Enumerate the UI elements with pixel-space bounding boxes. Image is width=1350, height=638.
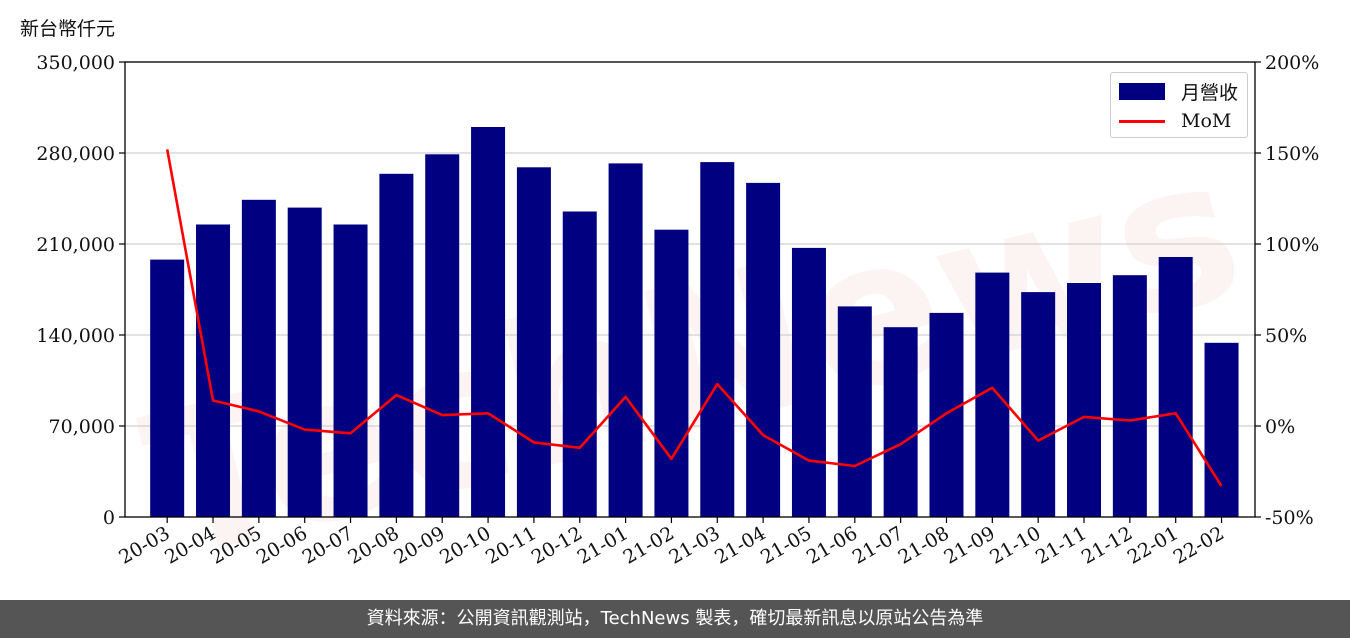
bar-21-11 <box>1067 283 1102 517</box>
bar-21-03 <box>700 162 735 517</box>
left-tick-label: 280,000 <box>36 143 115 165</box>
bar-21-02 <box>654 229 689 517</box>
legend-label-revenue: 月營收 <box>1181 81 1239 104</box>
bar-21-07 <box>883 327 918 517</box>
legend-swatch-mom <box>1119 119 1165 123</box>
bar-21-06 <box>837 306 872 517</box>
x-tick-label-22-01: 22-01 <box>1124 522 1182 568</box>
x-tick-label-20-12: 20-12 <box>528 522 586 568</box>
left-axis-unit-label: 新台幣仟元 <box>20 18 116 40</box>
legend-swatch-revenue <box>1119 82 1165 100</box>
bar-20-08 <box>379 173 414 518</box>
legend-item-revenue: 月營收 <box>1119 79 1239 104</box>
bar-21-10 <box>1021 292 1056 517</box>
x-tick-label-21-05: 21-05 <box>757 522 815 568</box>
left-tick-label: 350,000 <box>36 52 115 74</box>
bar-20-11 <box>516 167 551 518</box>
bar-20-10 <box>471 127 506 517</box>
x-tick-label-22-02: 22-02 <box>1170 522 1228 568</box>
right-tick-label: 200% <box>1265 52 1319 74</box>
bar-22-02 <box>1204 342 1239 517</box>
left-tick-label: 70,000 <box>49 416 115 438</box>
source-footer: 資料來源：公開資訊觀測站，TechNews 製表，確切最新訊息以原站公告為準 <box>0 600 1350 638</box>
legend-item-mom: MoM <box>1119 109 1231 133</box>
x-tick-label-21-08: 21-08 <box>895 522 953 568</box>
x-tick-label-21-09: 21-09 <box>940 522 998 568</box>
bar-20-12 <box>562 211 597 517</box>
right-tick-label: 100% <box>1265 234 1319 256</box>
right-tick-label: 0% <box>1265 416 1295 438</box>
bar-21-08 <box>929 312 964 517</box>
left-tick-label: 140,000 <box>36 325 115 347</box>
bar-20-06 <box>287 207 322 517</box>
bar-20-07 <box>333 224 368 517</box>
chart-svg: TechNews 070,000140,000210,000280,000350… <box>36 52 1319 600</box>
mom-line <box>165 149 1223 487</box>
bar-21-01 <box>608 163 643 517</box>
bar-20-05 <box>241 199 276 518</box>
bar-21-04 <box>746 182 781 517</box>
legend: 月營收 MoM <box>1110 72 1248 138</box>
x-tick-label-21-04: 21-04 <box>711 522 769 568</box>
left-tick-label: 210,000 <box>36 234 115 256</box>
x-tick-label-20-03: 20-03 <box>115 522 173 568</box>
right-tick-label: 150% <box>1265 143 1319 165</box>
x-tick-label-21-12: 21-12 <box>1078 522 1136 568</box>
plot-frame <box>124 61 1256 518</box>
x-tick-label-21-03: 21-03 <box>665 522 723 568</box>
legend-label-mom: MoM <box>1181 110 1232 132</box>
bar-20-03 <box>150 259 185 517</box>
x-tick-label-21-02: 21-02 <box>619 522 677 568</box>
x-tick-label-21-11: 21-11 <box>1032 522 1090 568</box>
x-tick-label-21-07: 21-07 <box>849 522 907 568</box>
bar-21-12 <box>1112 275 1147 517</box>
chart-area: 新台幣仟元 TechNews 0 70,000 140,000 210,000 280,… <box>20 18 1319 600</box>
bar-20-04 <box>196 224 231 517</box>
bar-20-09 <box>425 154 460 518</box>
right-tick-label: -50% <box>1265 507 1314 529</box>
bar-22-01 <box>1158 257 1193 517</box>
x-tick-label-21-06: 21-06 <box>803 522 861 568</box>
bar-21-05 <box>791 247 826 517</box>
left-tick-label: 0 <box>103 507 115 529</box>
right-tick-label: 50% <box>1265 325 1307 347</box>
x-tick-label-21-10: 21-10 <box>986 522 1044 568</box>
x-tick-label-21-01: 21-01 <box>574 522 632 568</box>
